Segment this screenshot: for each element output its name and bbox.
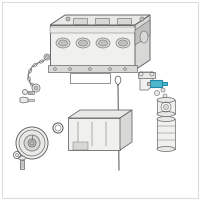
Ellipse shape <box>18 156 26 160</box>
Circle shape <box>66 17 70 21</box>
Polygon shape <box>138 72 155 78</box>
Circle shape <box>154 90 160 96</box>
Circle shape <box>44 54 50 60</box>
Circle shape <box>46 55 48 58</box>
Ellipse shape <box>157 112 175 116</box>
Polygon shape <box>73 18 87 24</box>
Polygon shape <box>68 110 132 118</box>
Ellipse shape <box>56 38 70 48</box>
Polygon shape <box>135 20 150 45</box>
Ellipse shape <box>78 40 88 46</box>
Ellipse shape <box>157 98 175 102</box>
Circle shape <box>16 154 18 156</box>
Polygon shape <box>120 110 132 150</box>
Polygon shape <box>162 82 167 85</box>
Bar <box>70 73 110 83</box>
Ellipse shape <box>116 38 130 48</box>
Polygon shape <box>95 18 109 24</box>
Circle shape <box>161 88 165 92</box>
Circle shape <box>19 130 45 156</box>
Circle shape <box>163 94 167 98</box>
Ellipse shape <box>58 40 68 46</box>
Polygon shape <box>50 25 135 70</box>
Ellipse shape <box>96 38 110 48</box>
Polygon shape <box>50 15 150 25</box>
Circle shape <box>22 90 28 95</box>
Polygon shape <box>68 118 120 150</box>
Ellipse shape <box>76 38 90 48</box>
Circle shape <box>140 17 144 21</box>
Polygon shape <box>147 82 150 85</box>
Circle shape <box>88 68 92 71</box>
Polygon shape <box>48 65 137 72</box>
Bar <box>28 90 34 94</box>
Circle shape <box>16 127 48 159</box>
Circle shape <box>30 141 34 145</box>
Circle shape <box>68 68 72 71</box>
Circle shape <box>164 104 168 110</box>
Ellipse shape <box>98 40 108 46</box>
Circle shape <box>32 84 40 92</box>
Circle shape <box>24 135 40 151</box>
Ellipse shape <box>157 116 175 121</box>
Polygon shape <box>20 97 28 103</box>
Polygon shape <box>157 100 175 114</box>
Polygon shape <box>150 80 162 87</box>
Polygon shape <box>117 18 131 24</box>
Circle shape <box>108 68 112 71</box>
Ellipse shape <box>140 31 148 43</box>
Bar <box>50 27 135 33</box>
Bar <box>28 99 34 101</box>
Circle shape <box>28 139 36 147</box>
Polygon shape <box>135 15 150 70</box>
Polygon shape <box>73 142 88 150</box>
Ellipse shape <box>157 146 175 152</box>
Polygon shape <box>157 119 175 149</box>
Circle shape <box>124 68 127 71</box>
Ellipse shape <box>118 40 128 46</box>
Circle shape <box>34 86 38 90</box>
Polygon shape <box>140 72 153 90</box>
Bar <box>20 160 24 169</box>
Circle shape <box>54 68 57 71</box>
